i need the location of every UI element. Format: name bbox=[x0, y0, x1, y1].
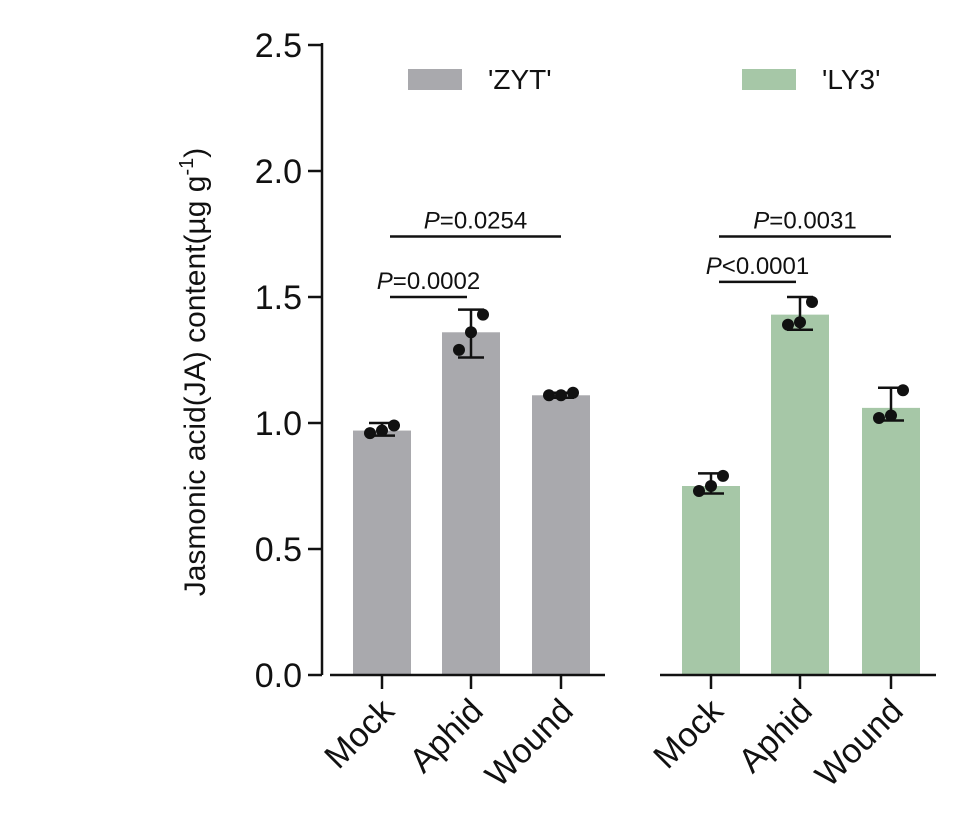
significance-label-1: P=0.0254 bbox=[424, 208, 527, 235]
data-point-1-0-2 bbox=[717, 469, 729, 482]
x-tick-label-0-2: Wound bbox=[478, 692, 581, 795]
x-tick-label-0-0: Mock bbox=[317, 691, 402, 776]
x-tick-label-1-1: Aphid bbox=[731, 692, 819, 780]
significance-label-3: P=0.0031 bbox=[753, 208, 856, 235]
data-point-0-0-1 bbox=[376, 424, 388, 437]
data-point-0-0-0 bbox=[364, 427, 376, 440]
data-point-0-2-0 bbox=[543, 389, 555, 402]
data-point-0-2-2 bbox=[567, 386, 579, 399]
bar-0-1 bbox=[442, 332, 500, 675]
legend-swatch-0 bbox=[408, 69, 462, 90]
data-point-1-2-2 bbox=[897, 384, 909, 397]
y-tick-label-0: 0.0 bbox=[255, 657, 302, 695]
y-tick-label-5: 2.5 bbox=[255, 27, 302, 65]
data-point-1-1-0 bbox=[782, 318, 794, 331]
bar-1-2 bbox=[862, 407, 920, 675]
data-point-0-2-1 bbox=[555, 389, 567, 402]
data-point-0-1-0 bbox=[453, 343, 465, 356]
data-point-1-0-1 bbox=[705, 480, 717, 492]
y-tick-label-4: 2.0 bbox=[255, 153, 302, 191]
legend-swatch-1 bbox=[742, 69, 796, 90]
y-axis-label-superscript: -1 bbox=[176, 158, 198, 176]
data-point-1-2-0 bbox=[873, 411, 885, 424]
x-tick-label-1-2: Wound bbox=[808, 692, 911, 795]
significance-label-0: P=0.0002 bbox=[377, 268, 480, 295]
bar-0-0 bbox=[353, 430, 411, 675]
bars-layer bbox=[353, 314, 920, 675]
data-point-1-2-1 bbox=[885, 409, 897, 422]
data-point-1-1-1 bbox=[794, 316, 806, 329]
legend-label-1: 'LY3' bbox=[822, 64, 880, 95]
data-point-0-1-1 bbox=[465, 326, 477, 339]
bar-0-2 bbox=[532, 395, 590, 675]
bar-1-1 bbox=[771, 314, 829, 675]
significance-label-2: P<0.0001 bbox=[706, 253, 809, 280]
points-layer bbox=[364, 296, 909, 498]
y-tick-label-1: 0.5 bbox=[255, 531, 302, 569]
y-tick-label-3: 1.5 bbox=[255, 279, 302, 317]
data-point-0-0-2 bbox=[388, 419, 400, 432]
x-tick-label-1-0: Mock bbox=[646, 691, 731, 776]
y-axis-label: Jasmonic acid(JA) content(µg g-1) bbox=[176, 148, 212, 597]
bar-1-0 bbox=[682, 486, 740, 675]
y-tick-label-2: 1.0 bbox=[255, 405, 302, 443]
legend: 'ZYT' 'LY3' bbox=[408, 64, 880, 95]
data-point-1-1-2 bbox=[806, 296, 818, 309]
legend-label-0: 'ZYT' bbox=[488, 64, 552, 95]
annotations-layer: P=0.0002 P=0.0254 P<0.0001 P=0.0031 bbox=[377, 208, 891, 299]
data-point-1-0-0 bbox=[693, 485, 705, 498]
data-point-0-1-2 bbox=[477, 308, 489, 321]
